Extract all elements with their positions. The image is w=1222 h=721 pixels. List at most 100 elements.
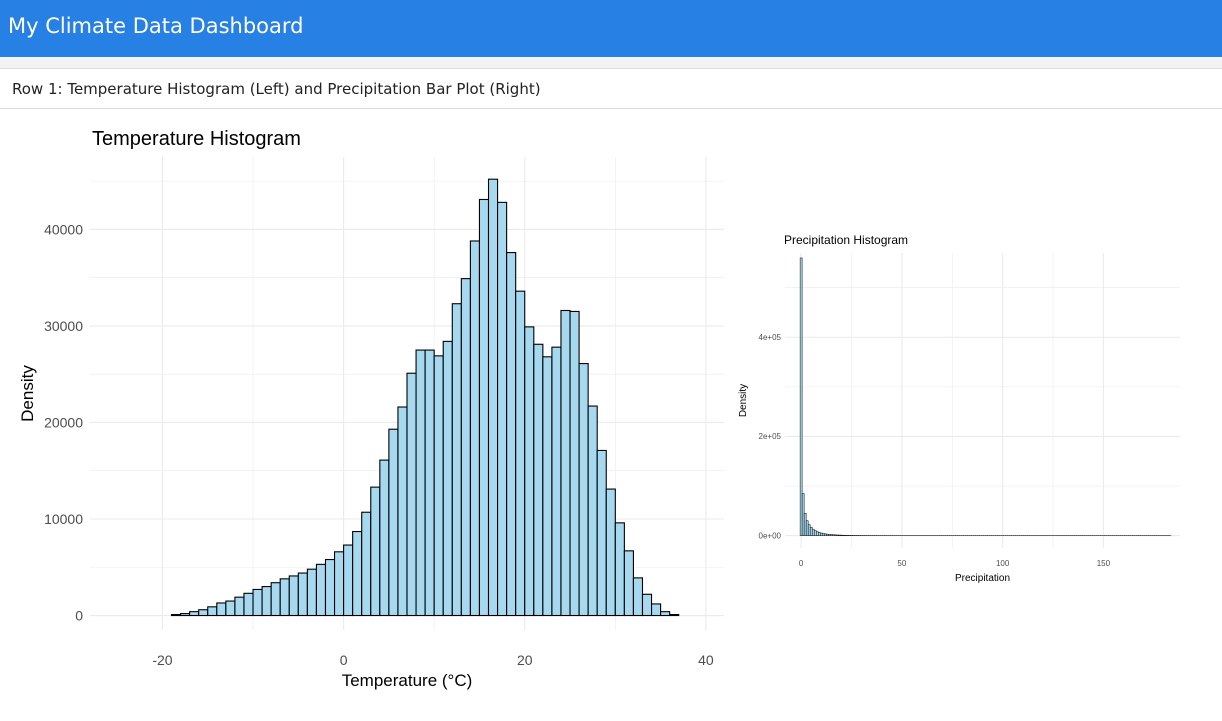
histogram-bar: [818, 532, 821, 536]
histogram-bar: [189, 611, 200, 617]
histogram-bar: [270, 582, 281, 617]
x-tick-label: 50: [897, 559, 906, 568]
histogram-bar: [834, 534, 837, 536]
x-axis-label: Temperature (°C): [342, 671, 473, 690]
histogram-bar: [252, 588, 263, 617]
chart-title: Temperature Histogram: [92, 128, 301, 150]
histogram-bar: [632, 577, 644, 617]
histogram-bar: [551, 346, 562, 617]
x-tick-label: -20: [152, 652, 172, 668]
x-tick-label: 100: [996, 559, 1010, 568]
chart-title: Precipitation Histogram: [784, 233, 908, 247]
histogram-bar: [805, 520, 809, 536]
histogram-bar: [623, 550, 634, 617]
histogram-bar: [811, 528, 815, 536]
y-tick-label: 10000: [44, 511, 83, 527]
histogram-bar: [813, 530, 817, 536]
histogram-bar: [542, 356, 553, 617]
histogram-bar: [198, 609, 209, 617]
temperature-histogram-chart: -20 0 20 40 0 10000 20000 30000 40000 Temperature…: [18, 128, 724, 690]
histogram-bar: [170, 614, 182, 617]
x-tick-label: 0: [340, 652, 348, 668]
histogram-bar: [533, 343, 544, 617]
histogram-bar: [809, 526, 813, 536]
histogram-bar: [578, 363, 589, 617]
histogram-bar: [660, 611, 671, 617]
histogram-bar: [288, 575, 299, 617]
histogram-bar: [460, 278, 471, 617]
histogram-bar: [297, 572, 308, 617]
histogram-bar: [361, 511, 372, 617]
precipitation-histogram-chart: 0 50 100 150 0e+00 2e+05 4e+05 Precipitation Hi…: [738, 233, 1180, 584]
histogram-bar: [803, 513, 807, 536]
histogram-bar: [824, 533, 827, 536]
y-axis-label: Density: [738, 384, 749, 417]
y-tick-label: 0: [75, 607, 83, 623]
histogram-bar: [828, 534, 831, 536]
histogram-bar: [180, 613, 191, 617]
histogram-bar: [569, 310, 580, 617]
histogram-bar: [822, 533, 825, 536]
histogram-bar: [807, 524, 811, 536]
histogram-bar: [388, 428, 399, 617]
histogram-bar: [497, 201, 508, 617]
navbar: My Climate Data Dashboard: [0, 0, 1222, 57]
histogram-bar: [801, 493, 805, 536]
y-tick-label: 30000: [44, 318, 83, 334]
histogram-bar: [352, 530, 363, 617]
histogram-bar: [641, 593, 653, 617]
x-tick-label: 40: [698, 652, 714, 668]
y-axis-label: Density: [18, 365, 37, 422]
histogram-bar: [243, 592, 254, 617]
y-tick-label: 2e+05: [759, 432, 782, 441]
histogram-bar: [596, 449, 607, 617]
histogram-bar: [424, 349, 435, 617]
histogram-bar: [279, 578, 290, 617]
histogram-bar: [799, 257, 803, 536]
row-header: Row 1: Temperature Histogram (Left) and …: [0, 69, 1222, 109]
y-tick-label: 0e+00: [759, 531, 782, 540]
histogram-bar: [469, 240, 481, 617]
histogram-bar: [826, 533, 829, 536]
x-tick-label: 20: [517, 652, 533, 668]
histogram-bar: [832, 534, 835, 536]
histogram-bar: [506, 252, 517, 617]
row-title: Row 1: Temperature Histogram (Left) and …: [12, 80, 541, 98]
x-tick-label: 150: [1097, 559, 1111, 568]
histogram-bar: [442, 340, 453, 617]
dashboard-title[interactable]: My Climate Data Dashboard: [8, 14, 304, 38]
histogram-bar: [560, 309, 571, 617]
histogram-bar: [379, 459, 390, 617]
histogram-bar: [207, 606, 218, 617]
histogram-bar: [820, 532, 823, 536]
histogram-bar: [333, 551, 345, 617]
histogram-bar: [838, 534, 841, 536]
histogram-bar: [650, 603, 662, 617]
histogram-bar: [216, 602, 227, 617]
histogram-bar: [815, 531, 819, 536]
histogram-bar: [397, 406, 408, 617]
histogram-bar: [478, 198, 490, 617]
x-axis-label: Precipitation: [955, 573, 1010, 584]
histogram-bar: [451, 303, 462, 617]
histogram-bar: [343, 544, 354, 617]
histogram-bar: [370, 486, 381, 617]
histogram-bar: [487, 178, 499, 617]
histogram-bar: [306, 568, 317, 617]
histogram-bar: [406, 372, 417, 617]
x-tick-label: 0: [799, 559, 804, 568]
histogram-bar: [315, 563, 327, 617]
histogram-bar: [524, 326, 535, 617]
histogram-bar: [433, 355, 444, 617]
histogram-bar: [830, 534, 833, 536]
histogram-bar: [261, 586, 272, 617]
histogram-bar: [515, 290, 526, 617]
histogram-bar: [836, 534, 839, 536]
y-tick-label: 20000: [44, 414, 83, 430]
histogram-bar: [234, 596, 245, 617]
histogram-bar: [415, 349, 426, 617]
y-tick-label: 4e+05: [759, 333, 782, 342]
histogram-bar: [324, 558, 336, 617]
y-tick-label: 40000: [44, 221, 83, 237]
histogram-bar: [614, 522, 625, 617]
